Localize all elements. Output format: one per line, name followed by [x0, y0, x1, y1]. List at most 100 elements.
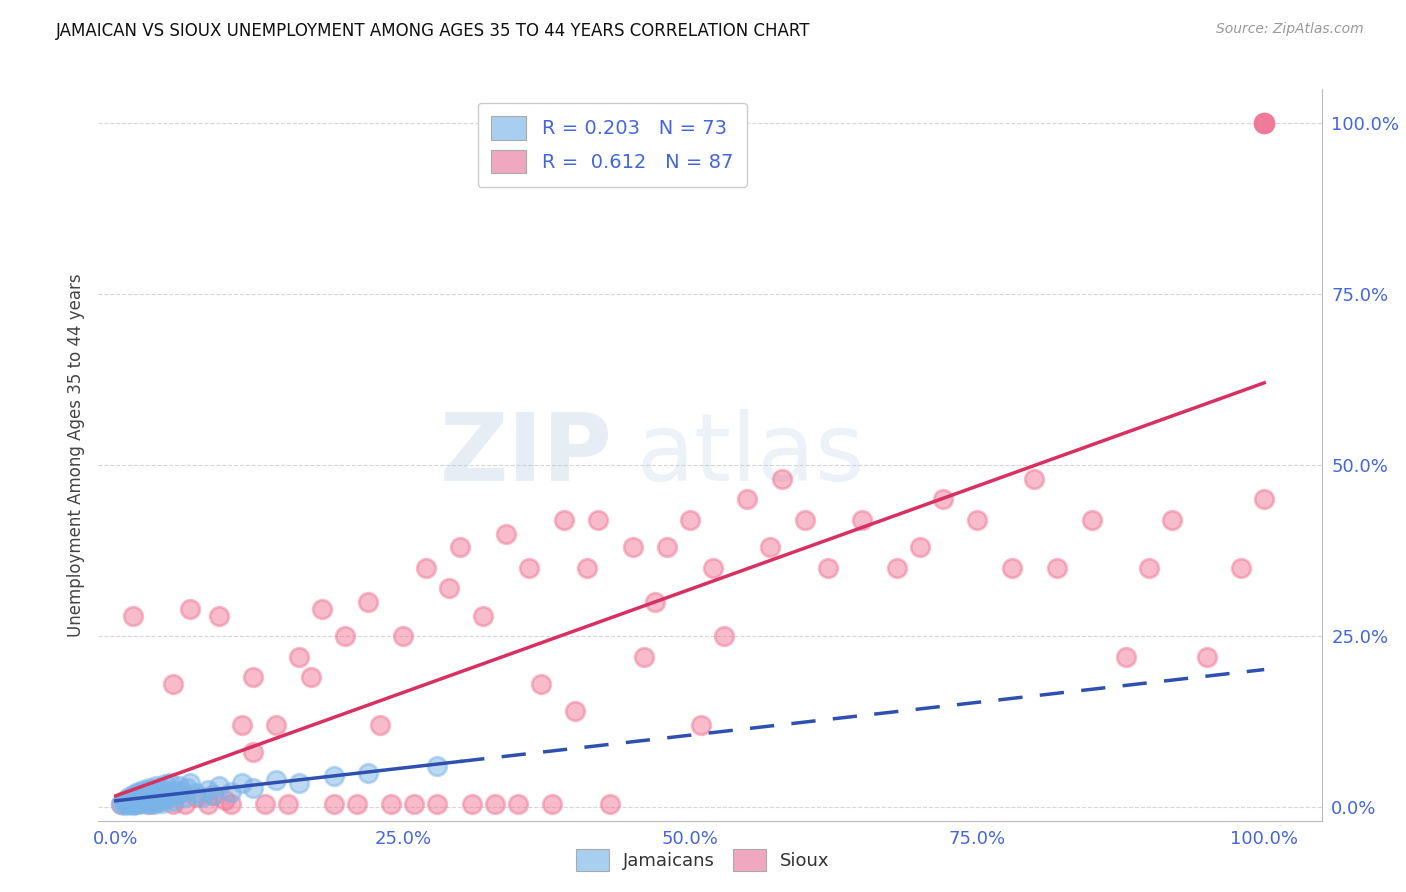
Point [231, 718, 253, 732]
Point [231, 776, 253, 790]
Point [208, 608, 231, 623]
Point [146, 788, 169, 802]
Point [128, 793, 150, 807]
Point [148, 780, 170, 795]
Point [167, 780, 190, 794]
Point [110, 797, 132, 811]
Point [150, 793, 173, 807]
Point [197, 783, 219, 797]
Point [128, 789, 150, 804]
Point [817, 560, 839, 574]
Point [793, 513, 815, 527]
Point [737, 492, 759, 507]
Point [139, 797, 162, 811]
Point [145, 785, 167, 799]
Point [115, 791, 138, 805]
Point [346, 797, 368, 811]
Point [125, 791, 148, 805]
Point [120, 795, 142, 809]
Point [162, 677, 184, 691]
Point [299, 670, 322, 684]
Point [118, 789, 141, 804]
Point [132, 783, 155, 797]
Point [184, 789, 207, 804]
Point [908, 540, 931, 554]
Point [449, 540, 471, 554]
Point [114, 797, 136, 812]
Point [176, 780, 198, 795]
Point [128, 797, 150, 811]
Point [152, 789, 174, 803]
Point [157, 786, 180, 800]
Point [415, 560, 437, 574]
Point [277, 797, 299, 811]
Text: atlas: atlas [637, 409, 865, 501]
Point [110, 797, 132, 811]
Point [759, 540, 782, 554]
Legend: R = 0.203   N = 73, R =  0.612   N = 87: R = 0.203 N = 73, R = 0.612 N = 87 [478, 103, 747, 187]
Point [1253, 492, 1275, 507]
Point [1195, 649, 1218, 664]
Point [122, 788, 145, 802]
Point [599, 797, 621, 811]
Text: Source: ZipAtlas.com: Source: ZipAtlas.com [1216, 22, 1364, 37]
Point [122, 796, 145, 810]
Point [1000, 560, 1022, 574]
Point [138, 780, 160, 795]
Point [690, 718, 713, 732]
Point [145, 780, 167, 794]
Point [143, 791, 166, 805]
Point [162, 783, 184, 797]
Point [242, 745, 264, 759]
Point [118, 797, 141, 811]
Point [335, 629, 357, 643]
Point [150, 785, 173, 799]
Point [179, 601, 201, 615]
Point [162, 795, 184, 809]
Point [112, 795, 135, 809]
Point [391, 629, 413, 643]
Point [141, 794, 163, 808]
Point [128, 793, 150, 807]
Point [770, 472, 793, 486]
Point [530, 677, 553, 691]
Point [266, 772, 288, 787]
Point [122, 793, 145, 807]
Point [219, 785, 242, 799]
Point [129, 796, 152, 810]
Point [541, 797, 564, 811]
Point [134, 790, 156, 805]
Point [115, 797, 138, 812]
Point [142, 797, 165, 811]
Y-axis label: Unemployment Among Ages 35 to 44 years: Unemployment Among Ages 35 to 44 years [66, 273, 84, 637]
Point [115, 794, 138, 808]
Point [122, 797, 145, 812]
Point [633, 649, 655, 664]
Point [553, 513, 575, 527]
Point [162, 797, 184, 811]
Point [702, 560, 724, 574]
Point [1253, 116, 1275, 130]
Point [586, 513, 609, 527]
Text: JAMAICAN VS SIOUX UNEMPLOYMENT AMONG AGES 35 TO 44 YEARS CORRELATION CHART: JAMAICAN VS SIOUX UNEMPLOYMENT AMONG AGE… [56, 22, 811, 40]
Point [134, 795, 156, 809]
Point [134, 789, 156, 804]
Point [357, 595, 380, 609]
Point [495, 526, 517, 541]
Point [484, 797, 506, 811]
Point [253, 797, 276, 811]
Point [357, 765, 380, 780]
Point [506, 797, 529, 811]
Point [266, 718, 288, 732]
Point [124, 797, 146, 812]
Point [1046, 560, 1069, 574]
Point [141, 786, 163, 800]
Point [139, 795, 162, 809]
Point [122, 797, 145, 811]
Point [242, 780, 264, 795]
Point [197, 797, 219, 811]
Point [145, 786, 167, 800]
Point [136, 791, 159, 805]
Point [214, 793, 236, 807]
Point [966, 513, 988, 527]
